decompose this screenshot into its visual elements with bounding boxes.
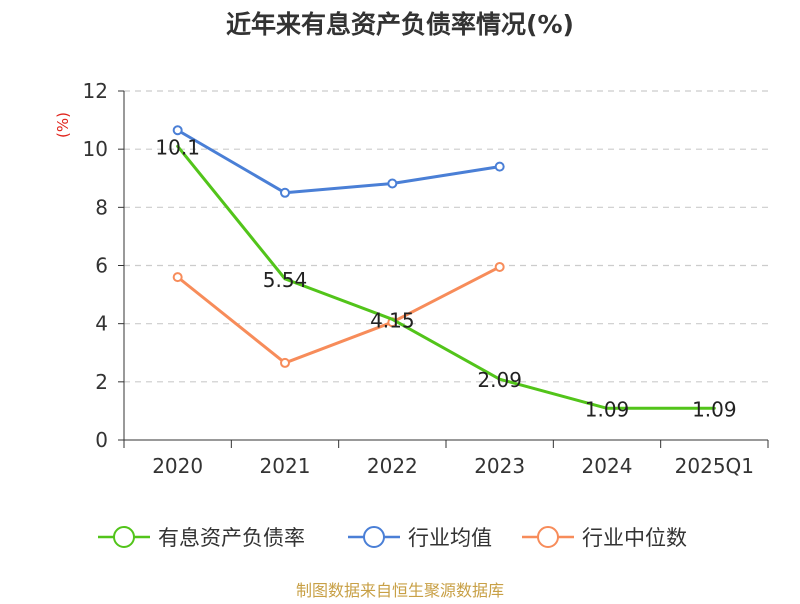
legend-label: 有息资产负债率 (158, 526, 305, 550)
series-line (176, 265, 502, 365)
series-line (176, 128, 502, 195)
y-tick-label: 10 (83, 137, 108, 161)
data-label: 1.09 (585, 397, 630, 421)
legend-label: 行业均值 (408, 526, 492, 550)
legend-label: 行业中位数 (582, 526, 687, 550)
legend-item[interactable]: 行业中位数 (522, 526, 687, 550)
legend-circle-marker (113, 526, 135, 548)
legend[interactable]: 有息资产负债率 行业均值 行业中位数 (98, 526, 687, 550)
y-tick-label: 2 (95, 370, 108, 394)
y-tick-label: 8 (95, 195, 108, 219)
data-point[interactable] (494, 261, 505, 272)
data-label: 4.15 (370, 308, 415, 332)
series-group (172, 125, 716, 410)
data-label: 10.1 (155, 135, 200, 159)
legend-circle-marker (363, 526, 385, 548)
data-labels: 10.1 5.54 4.15 2.09 1.09 1.09 (155, 135, 736, 421)
chart-title: 近年来有息资产负债率情况(%) (226, 10, 574, 39)
grid-lines (124, 90, 768, 383)
legend-circle-marker (537, 526, 559, 548)
data-point[interactable] (172, 125, 183, 136)
data-point[interactable] (280, 187, 290, 198)
data-source-note: 制图数据来自恒生聚源数据库 (296, 581, 504, 600)
data-point[interactable] (494, 161, 505, 172)
x-tick-label: 2021 (260, 454, 311, 478)
legend-item[interactable]: 有息资产负债率 (98, 526, 305, 550)
x-tick-label: 2023 (474, 454, 525, 478)
legend-item[interactable]: 行业均值 (348, 526, 492, 550)
data-point[interactable] (280, 357, 290, 368)
y-tick-label: 6 (95, 254, 108, 278)
data-label: 5.54 (263, 268, 308, 292)
y-tick-label: 4 (95, 312, 108, 336)
data-label: 1.09 (692, 397, 737, 421)
x-tick-label: 2025Q1 (675, 454, 754, 478)
x-tick-label: 2020 (152, 454, 203, 478)
series-line (176, 144, 716, 410)
x-tick-label: 2022 (367, 454, 418, 478)
y-axis-unit-label: (%) (54, 112, 72, 138)
data-point[interactable] (172, 272, 183, 283)
y-tick-label: 12 (83, 79, 108, 103)
y-tick-label: 0 (95, 428, 108, 452)
data-label: 2.09 (477, 368, 522, 392)
data-point[interactable] (387, 178, 398, 189)
axes: 0 2 4 6 8 10 12 2020 2021 2022 2023 2024 2025Q1 (83, 79, 769, 478)
x-tick-label: 2024 (582, 454, 633, 478)
